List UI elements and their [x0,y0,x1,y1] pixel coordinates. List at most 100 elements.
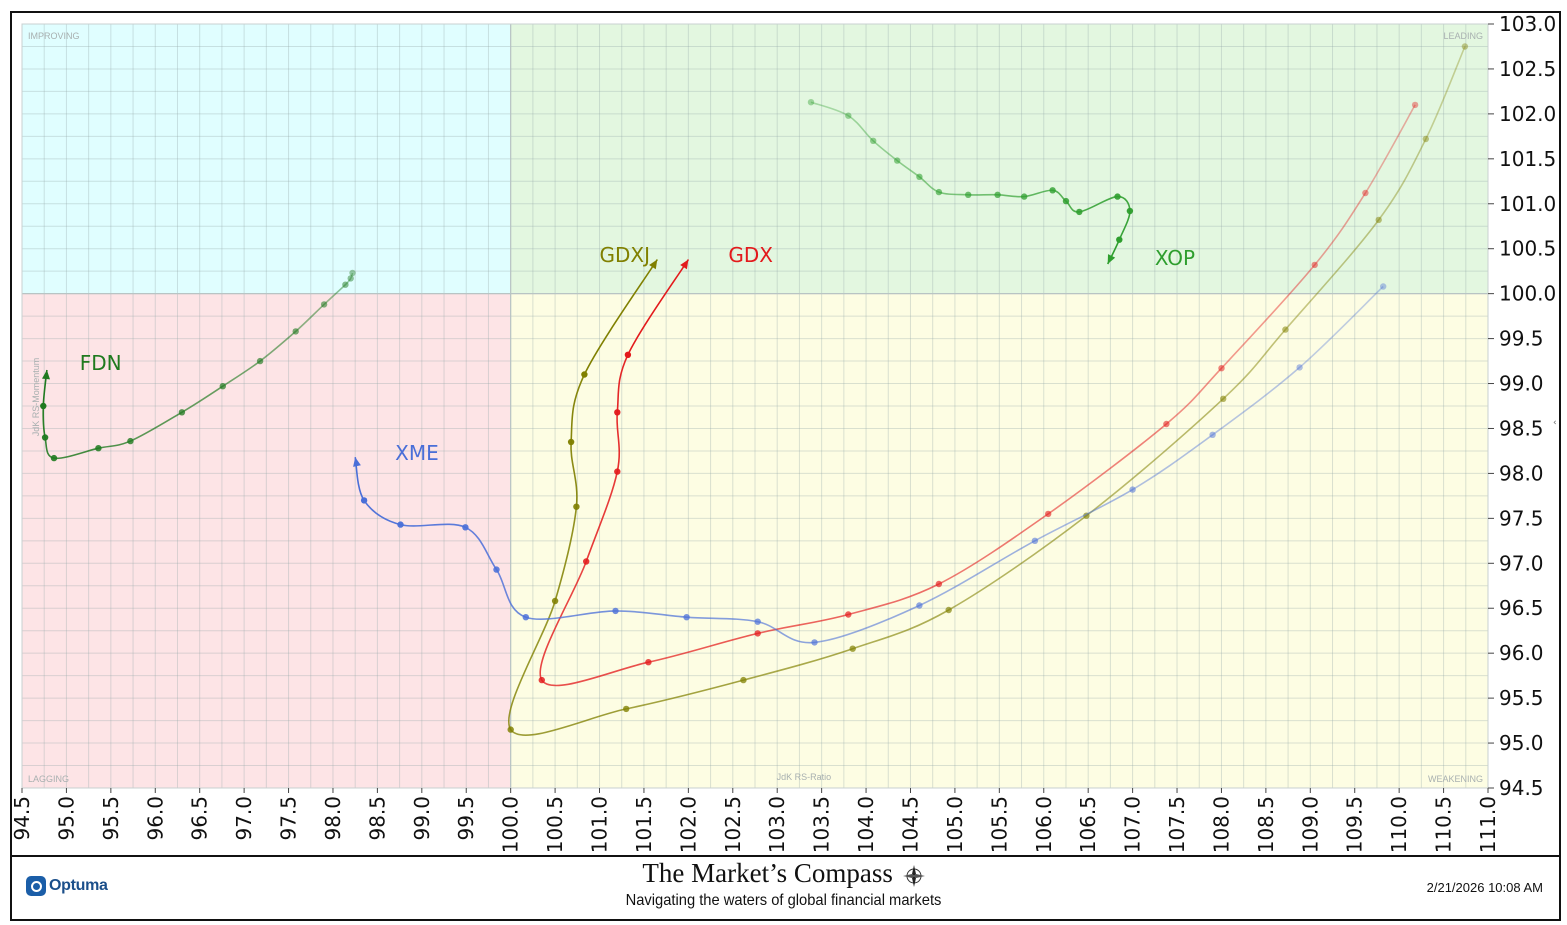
series-fdn-point [178,409,186,416]
x-tick-label: 97.0 [232,796,256,841]
series-gdxj-segment [1425,46,1466,140]
x-tick-label: 104.5 [899,796,923,853]
footer-title-text: The Market’s Compass [642,858,893,888]
x-tick-label: 94.5 [10,796,34,841]
series-xme-segment [400,523,466,529]
series-gdx-segment [1364,104,1416,194]
series-gdxj-point [623,705,630,713]
series-xme-segment [495,569,527,618]
x-tick-label: 106.5 [1076,796,1100,853]
series-fdn-point [347,275,354,282]
series-gdx-segment [938,513,1049,585]
x-tick-label: 107.0 [1121,796,1145,853]
series-gdx-point [624,351,632,358]
series-gdxj-point [551,597,559,605]
optuma-logo-icon [26,876,46,896]
series-fdn-segment [349,272,354,279]
series-xop-segment [810,101,849,117]
series-gdxj-arrow [649,259,658,270]
series-label-xop: XOP [1155,246,1195,270]
series-label-xme: XME [395,441,439,465]
series-fdn [40,269,356,462]
series-gdxj-point [1461,43,1469,50]
x-tick-label: 99.5 [454,796,478,841]
y-tick-label: 100.0 [1499,282,1556,306]
series-gdxj-point [1422,135,1430,143]
series-gdxj-point [573,503,580,510]
series-gdx-point [1163,420,1170,428]
series-xop-point [935,188,943,196]
series-xme-segment [465,526,498,571]
quadrant-lagging [22,293,511,788]
series-gdx-point [583,558,590,565]
series-gdxj-point [581,371,588,378]
x-tick-label: 98.0 [321,796,345,841]
series-gdx-point [645,659,652,666]
quadrant-weakening [510,293,1489,788]
series-gdx-point [1362,189,1369,197]
series-xop-point [1062,197,1070,205]
collapse-arrow-icon[interactable]: ‹ [1553,418,1557,428]
series-gdx-segment [648,632,758,663]
series-xop-point [965,191,972,198]
series-xme-point [612,607,619,615]
series-xme-point [1129,486,1136,493]
series-gdx-point [1045,510,1052,518]
y-tick-label: 102.5 [1499,57,1556,81]
x-tick-label: 101.5 [632,796,656,853]
quadrant-label-lagging: LAGGING [28,774,69,784]
series-gdxj-segment [1378,138,1427,221]
series-gdx-segment [585,471,619,562]
x-tick-label: 111.0 [1476,796,1500,853]
x-tick-label: 96.0 [143,796,167,841]
series-xop [807,99,1134,265]
y-tick-label: 97.0 [1499,551,1544,575]
x-axis-label: JdK RS-Ratio [777,772,832,782]
series-gdxj [507,43,1469,736]
series-gdx-point [614,409,621,416]
series-xop-point [1126,207,1134,215]
x-tick-label: 104.0 [854,796,878,853]
quadrant-label-improving: IMPROVING [28,31,80,41]
y-tick-label: 102.0 [1499,102,1556,126]
series-xme-segment [615,610,687,618]
series-xme-point [493,566,500,573]
x-tick-label: 101.0 [588,796,612,853]
footer-subtitle: Navigating the waters of global financia… [625,892,942,909]
series-xop-point [1020,193,1028,200]
x-tick-label: 108.0 [1210,796,1234,853]
series-xme-point [754,618,761,625]
series-fdn-point [40,402,47,410]
x-tick-label: 109.5 [1343,796,1367,853]
y-tick-label: 97.5 [1499,506,1544,530]
x-tick-label: 110.5 [1432,796,1456,853]
series-xop-segment [847,115,874,142]
series-gdx-segment [848,583,940,616]
series-xme-segment [1034,488,1134,542]
series-gdx-segment [1165,367,1223,425]
series-gdx-point [538,676,545,684]
timestamp: 2/21/2026 10:08 AM [1426,880,1543,895]
y-tick-label: 95.5 [1499,686,1544,710]
series-gdx-point [754,630,761,637]
series-gdx-segment [539,561,587,681]
series-fdn-point [41,434,49,441]
series-gdxj-segment [948,515,1087,611]
brand-name: Optuma [49,877,108,894]
optuma-brand: Optuma [26,876,108,896]
series-xme [353,283,1387,646]
series-xme-segment [363,499,401,526]
series-gdx-segment [1314,192,1367,266]
series-xop-point [1076,208,1083,216]
series-gdx [538,101,1419,687]
series-gdxj-segment [1284,219,1380,331]
series-gdxj-point [740,676,747,684]
x-tick-label: 100.0 [499,796,523,853]
series-gdx-segment [616,412,621,472]
series-fdn-point [320,301,328,308]
x-tick-label: 102.0 [676,796,700,853]
footer-title: The Market’s Compass [0,858,1567,889]
series-gdxj-segment [570,441,578,507]
series-gdxj-segment [570,374,586,443]
series-gdxj-segment [554,506,578,602]
